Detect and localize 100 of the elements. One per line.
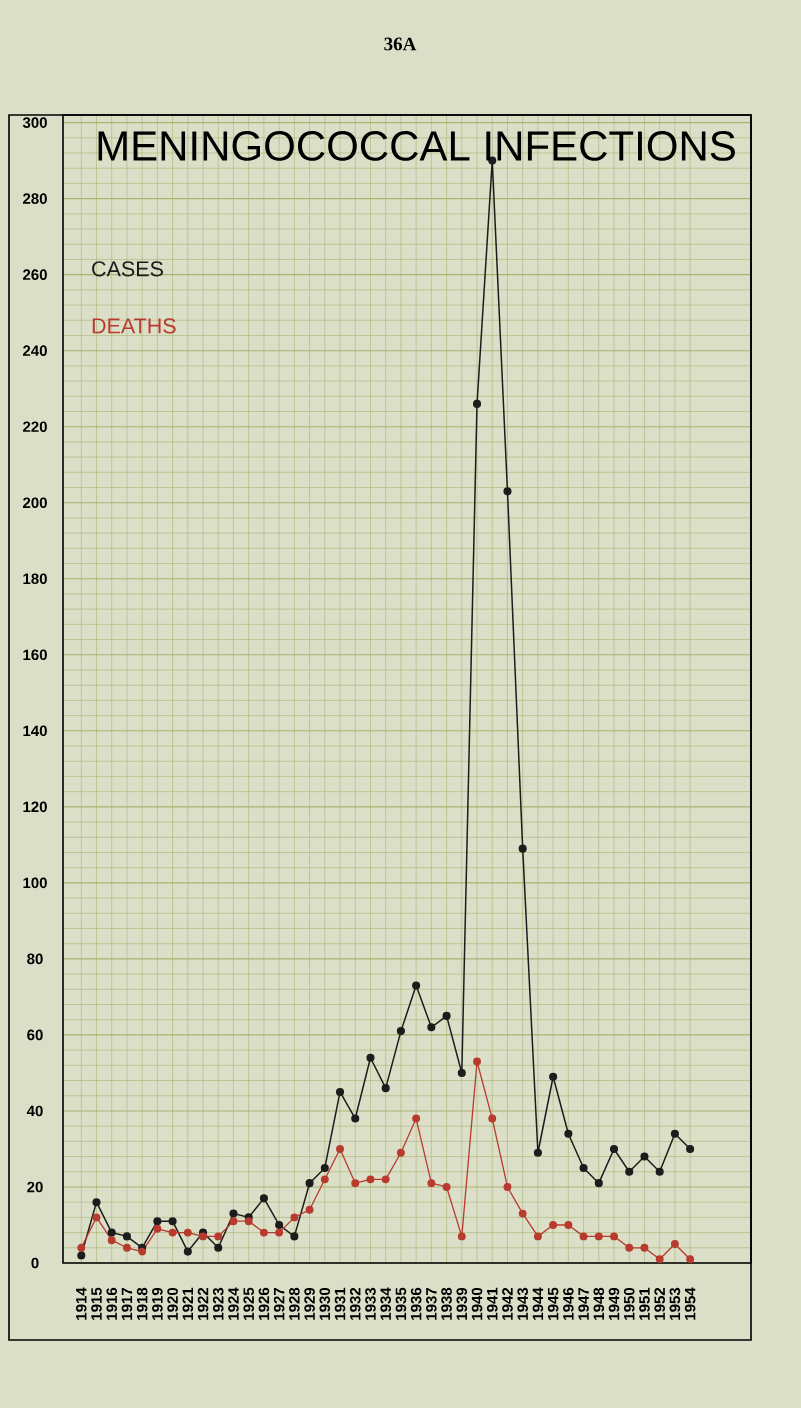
- point: [122, 1243, 131, 1252]
- text: CASES: [92, 261, 163, 277]
- point: [244, 1217, 253, 1226]
- point: [533, 1148, 542, 1157]
- x-tick-label: 1933: [365, 1287, 376, 1320]
- point: [579, 1163, 588, 1173]
- point: [259, 1194, 268, 1203]
- y-tick-label: 20: [27, 1181, 43, 1193]
- y-tick-label: 120: [23, 801, 47, 813]
- x-tick-label: 1924: [228, 1287, 239, 1320]
- point: [640, 1243, 649, 1252]
- point: [518, 844, 527, 853]
- x-tick-label: 1921: [182, 1287, 194, 1320]
- point: [655, 1255, 664, 1264]
- point: [549, 1072, 558, 1081]
- x-tick-label: 1948: [593, 1287, 605, 1320]
- point: [503, 487, 512, 496]
- point: [320, 1163, 329, 1173]
- point: [381, 1175, 390, 1184]
- point: [412, 1114, 421, 1123]
- point: [275, 1220, 284, 1230]
- text: DEATHS: [92, 318, 176, 334]
- point: [92, 1198, 101, 1207]
- x-tick-label: 1936: [410, 1287, 422, 1320]
- point: [609, 1144, 619, 1154]
- point: [396, 1148, 405, 1157]
- x-tick-label: 1920: [167, 1287, 178, 1320]
- x-tick-label: 1932: [349, 1287, 361, 1320]
- x-tick-label: 1914: [75, 1287, 87, 1320]
- x-tick-label: 1939: [456, 1287, 468, 1320]
- point: [320, 1175, 329, 1184]
- point: [427, 1179, 436, 1188]
- y-tick-label: 0: [31, 1257, 39, 1269]
- point: [457, 1068, 466, 1077]
- y-tick-label: 200: [23, 497, 47, 509]
- point: [351, 1114, 360, 1123]
- y-tick-label: 260: [23, 269, 47, 280]
- point: [686, 1144, 695, 1154]
- point: [396, 1027, 405, 1036]
- text: 36A: [384, 37, 417, 51]
- point: [594, 1232, 603, 1241]
- point: [229, 1217, 238, 1226]
- point: [670, 1240, 679, 1248]
- point: [625, 1243, 634, 1252]
- point: [366, 1053, 375, 1062]
- x-tick-label: 1919: [152, 1287, 163, 1320]
- y-tick-label: 40: [26, 1105, 43, 1117]
- y-tick-label: 280: [23, 193, 47, 204]
- x-tick-label: 1952: [654, 1287, 665, 1320]
- x-tick-label: 1949: [608, 1287, 620, 1320]
- point: [168, 1228, 177, 1237]
- point: [625, 1167, 634, 1176]
- y-tick-label: 80: [27, 953, 43, 965]
- point: [305, 1179, 314, 1188]
- point: [275, 1228, 284, 1237]
- point: [686, 1255, 695, 1264]
- x-tick-label: 1942: [502, 1287, 513, 1320]
- point: [564, 1129, 573, 1138]
- x-tick-label: 1917: [121, 1287, 133, 1320]
- x-tick-label: 1929: [304, 1287, 315, 1320]
- x-tick-label: 1945: [547, 1287, 559, 1320]
- point: [594, 1179, 603, 1188]
- y-tick-label: 300: [22, 117, 47, 128]
- point: [473, 1057, 481, 1066]
- y-tick-label: 160: [23, 649, 47, 661]
- x-tick-label: 1940: [471, 1287, 483, 1320]
- point: [442, 1011, 451, 1020]
- x-tick-label: 1930: [319, 1287, 331, 1320]
- point: [77, 1251, 86, 1260]
- point: [518, 1209, 527, 1218]
- point: [305, 1205, 314, 1214]
- x-tick-label: 1946: [563, 1287, 574, 1320]
- point: [351, 1179, 360, 1188]
- point: [229, 1209, 238, 1218]
- point: [457, 1232, 466, 1241]
- y-tick-label: 60: [27, 1029, 43, 1041]
- x-tick-label: 1941: [486, 1287, 498, 1320]
- x-tick-label: 1953: [669, 1287, 681, 1320]
- point: [336, 1145, 344, 1153]
- point: [472, 399, 482, 408]
- point: [183, 1247, 192, 1256]
- point: [610, 1232, 618, 1241]
- x-tick-label: 1927: [273, 1287, 285, 1320]
- point: [259, 1228, 268, 1237]
- point: [153, 1224, 162, 1233]
- x-tick-label: 1944: [532, 1287, 544, 1320]
- point: [168, 1217, 177, 1226]
- x-tick-label: 1925: [243, 1287, 255, 1320]
- y-tick-label: 240: [23, 345, 47, 356]
- y-tick-label: 100: [23, 877, 47, 889]
- x-tick-label: 1931: [334, 1287, 346, 1320]
- x-tick-label: 1938: [441, 1287, 452, 1320]
- x-tick-label: 1950: [623, 1287, 635, 1320]
- point: [549, 1221, 558, 1229]
- point: [579, 1232, 588, 1241]
- point: [92, 1213, 101, 1222]
- x-tick-label: 1928: [289, 1287, 300, 1320]
- x-tick-label: 1954: [684, 1287, 696, 1320]
- x-tick-label: 1915: [91, 1287, 102, 1320]
- x-tick-label: 1951: [639, 1287, 650, 1320]
